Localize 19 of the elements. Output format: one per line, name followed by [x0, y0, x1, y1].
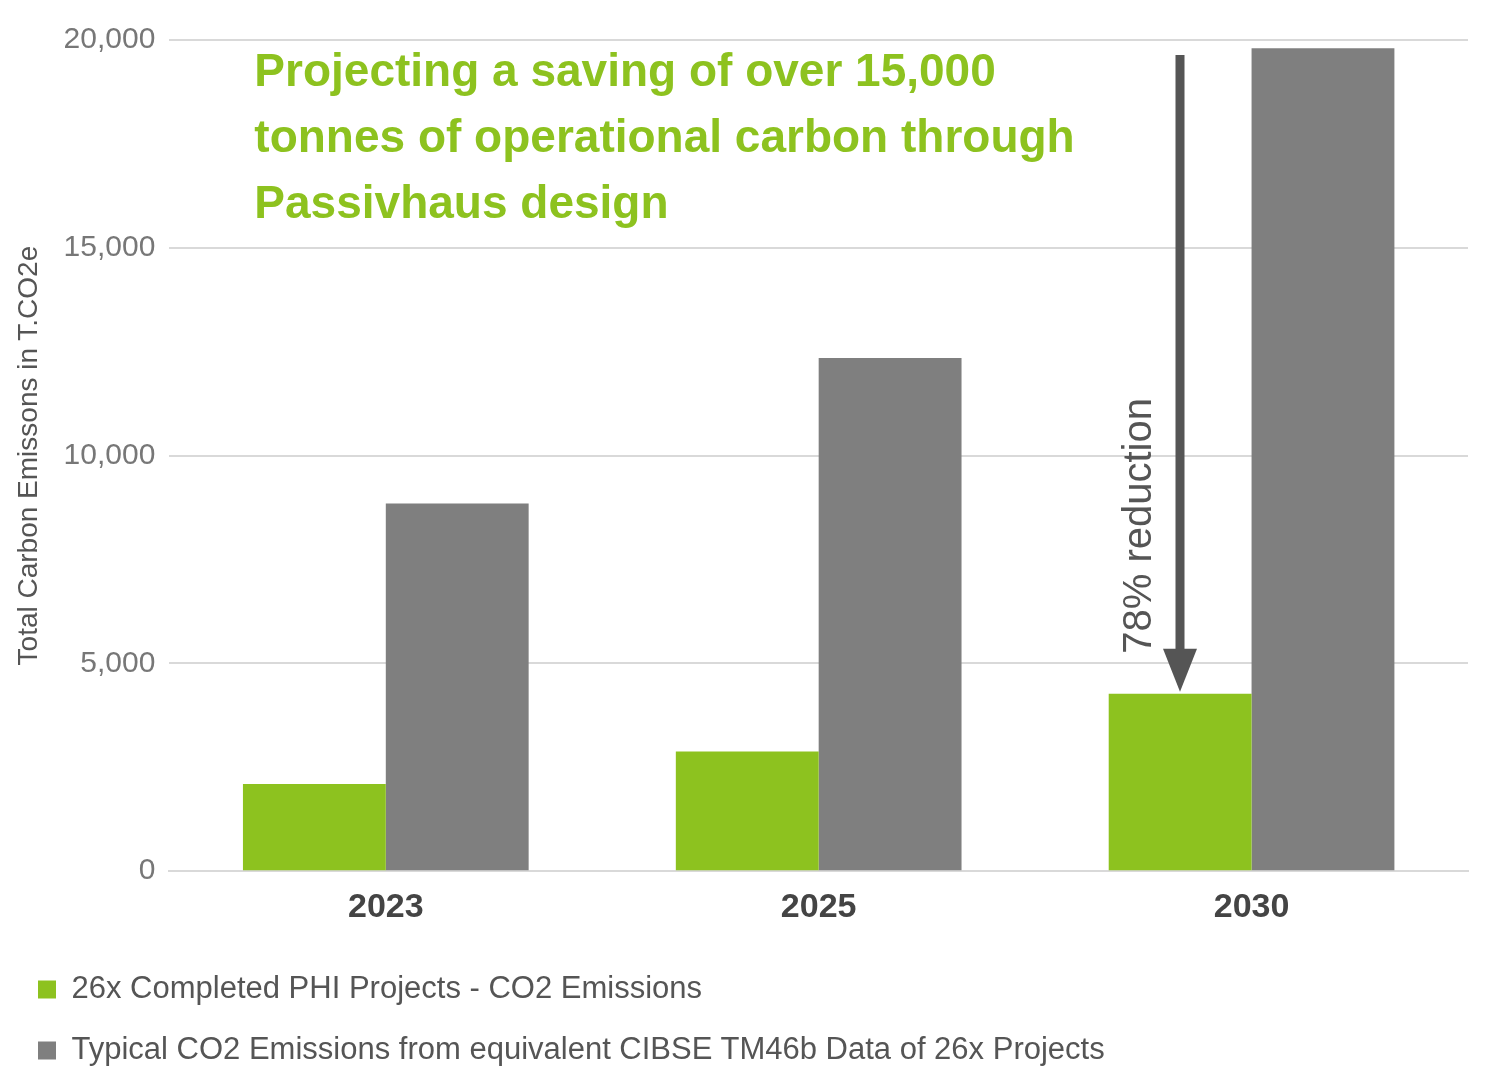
bar: [1108, 693, 1252, 871]
bar: [1251, 48, 1395, 871]
text: Projecting a saving of over 15,000 tonnes of operational carbon through Passivhaus design: [254, 43, 1075, 228]
bar: [818, 357, 962, 871]
bar: [675, 751, 819, 871]
y-tick-label: 15,000: [63, 229, 156, 263]
y-tick-label: 0: [138, 852, 156, 886]
x-tick-label: 2023: [347, 885, 424, 924]
bar: [242, 783, 386, 871]
y-tick-label: 10,000: [63, 436, 156, 470]
y-tick-label: 5,000: [80, 644, 156, 678]
annotation: 78% reduction: [1115, 398, 1160, 654]
x-tick-label: 2025: [780, 885, 857, 924]
legend-label: Typical CO2 Emissions from equivalent CIBSE TM46b Data of 26x Projects: [71, 1031, 1105, 1067]
x-tick-label: 2030: [1213, 885, 1290, 924]
bar: [385, 503, 529, 871]
y-tick-label: 20,000: [63, 21, 156, 55]
legend-label: 26x Completed PHI Projects - CO2 Emissions: [71, 970, 703, 1006]
y-axis-title: Total Carbon Emissons in T.CO2e: [11, 245, 43, 666]
